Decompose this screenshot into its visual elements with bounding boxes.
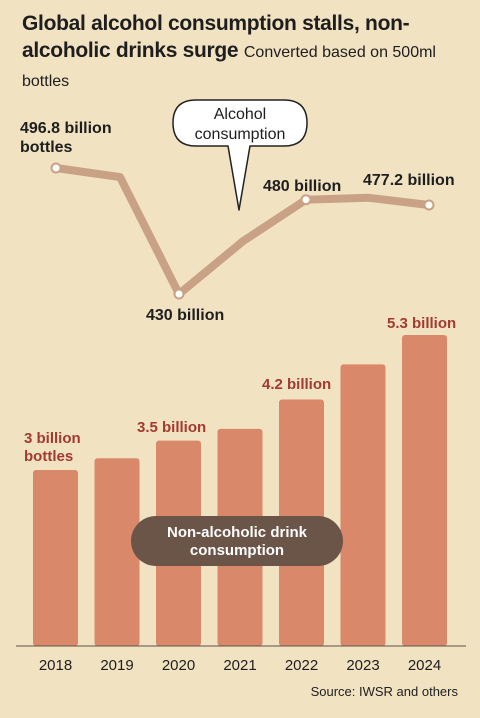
chart-title: Global alcohol consumption stalls, non-a… (22, 10, 472, 95)
bar-2019 (94, 458, 140, 646)
bar-label-2022: 4.2 billion (262, 376, 331, 393)
x-tick-2019: 2019 (100, 657, 133, 674)
line-series-callout (172, 99, 308, 211)
x-tick-2022: 2022 (285, 657, 318, 674)
x-tick-2024: 2024 (408, 657, 441, 674)
line-label-2022: 480 billion (263, 178, 341, 195)
x-tick-2018: 2018 (39, 657, 72, 674)
line-label-2020: 430 billion (146, 307, 224, 324)
bar-2024 (402, 335, 447, 646)
line-label-2018: 496.8 billion bottles (20, 120, 112, 156)
bar-label-2024: 5.3 billion (387, 315, 456, 332)
x-tick-2020: 2020 (162, 657, 195, 674)
bar-2018 (33, 469, 78, 646)
alcohol-line (52, 164, 433, 298)
line-point-2024 (423, 199, 435, 211)
bar-label-2018: 3 billion bottles (24, 430, 81, 465)
line-point-2020 (173, 288, 185, 300)
source-note: Source: IWSR and others (310, 684, 458, 699)
line-point-2022 (300, 194, 312, 206)
bar-label-2020: 3.5 billion (137, 419, 206, 436)
title-text: Global alcohol consumption stalls, non-a… (22, 12, 410, 62)
bar-2023 (340, 364, 386, 646)
bar-series-name: Non-alcoholic drink consumption (167, 524, 308, 559)
line-label-2024: 477.2 billion (363, 172, 455, 189)
line-series-name: Alcohol consumption (195, 106, 286, 143)
chart-subtitle: Converted based on 500ml bottles (22, 44, 436, 90)
bar-series-pill (131, 516, 343, 566)
line-point-2018 (50, 162, 62, 174)
x-tick-2023: 2023 (346, 657, 379, 674)
x-tick-2021: 2021 (223, 657, 256, 674)
